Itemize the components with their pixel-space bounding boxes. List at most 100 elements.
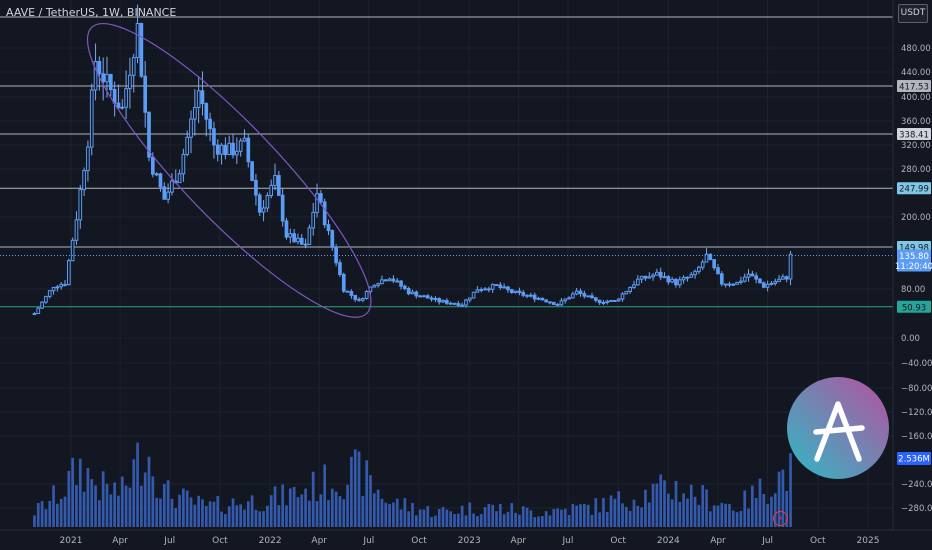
candle-body bbox=[681, 277, 686, 281]
volume-bar bbox=[770, 496, 773, 527]
volume-bar bbox=[308, 500, 311, 527]
x-tick-label: Jul bbox=[761, 536, 773, 546]
candle-body bbox=[727, 283, 732, 286]
candle-body bbox=[112, 88, 117, 104]
candle-body bbox=[723, 283, 728, 286]
volume-bar bbox=[56, 503, 59, 527]
candle-body bbox=[548, 301, 552, 304]
candle-body bbox=[586, 295, 590, 298]
candle-body bbox=[158, 173, 163, 188]
volume-bar bbox=[632, 499, 636, 527]
volume-bar bbox=[235, 505, 239, 527]
volume-bar bbox=[529, 510, 533, 527]
candle-body bbox=[700, 261, 705, 268]
volume-bar bbox=[693, 496, 697, 527]
y-tick-label: 440.00 bbox=[901, 68, 931, 78]
candle-body bbox=[189, 118, 193, 138]
volume-bar bbox=[319, 494, 323, 527]
candle-body bbox=[513, 290, 518, 294]
volume-bar bbox=[361, 495, 365, 527]
candle-body bbox=[464, 299, 468, 306]
candle-body bbox=[467, 297, 472, 301]
candle-body bbox=[162, 186, 167, 200]
horizontal-levels bbox=[0, 16, 893, 308]
volume-bar bbox=[63, 496, 67, 527]
candle-body bbox=[63, 283, 67, 286]
volume-bar bbox=[288, 488, 292, 527]
volume-bar bbox=[537, 516, 540, 527]
candle-body bbox=[200, 90, 205, 105]
candle-body bbox=[55, 286, 60, 289]
volume-bar bbox=[330, 488, 334, 527]
volume-bar bbox=[476, 516, 479, 527]
candle-body bbox=[78, 189, 83, 221]
candle-body bbox=[517, 290, 522, 294]
volume-bar bbox=[105, 483, 109, 527]
candle-body bbox=[150, 156, 155, 175]
candle-body bbox=[674, 278, 678, 286]
volume-bar bbox=[36, 503, 40, 527]
volume-bar bbox=[667, 493, 670, 527]
volume-bar bbox=[647, 502, 651, 527]
volume-bar bbox=[689, 484, 693, 527]
volume-bar bbox=[479, 514, 483, 527]
candle-body bbox=[632, 284, 636, 288]
candle-body bbox=[242, 137, 247, 142]
y-tick-label: −280.00 bbox=[901, 504, 932, 514]
volume-bar bbox=[735, 512, 739, 527]
candle-body bbox=[662, 276, 667, 279]
volume-bar bbox=[78, 458, 82, 527]
candle-body bbox=[750, 273, 755, 277]
y-tick-label: −120.00 bbox=[901, 408, 932, 418]
volume-bar bbox=[506, 511, 510, 527]
candle-body bbox=[330, 230, 335, 248]
time-axis[interactable]: 2021 Apr Jul Oct 2022 Apr Jul Oct 2023 Apr Jul Oct 2… bbox=[0, 529, 932, 546]
volume-bar bbox=[655, 483, 659, 527]
volume-bar bbox=[327, 500, 330, 527]
candle-body bbox=[746, 273, 751, 278]
volume-bar bbox=[395, 498, 399, 527]
candle-body bbox=[361, 297, 365, 301]
symbol-label[interactable]: AAVE / TetherUS, 1W, BINANCE bbox=[6, 6, 177, 19]
candle-body bbox=[697, 266, 701, 273]
volume-bar bbox=[304, 488, 307, 527]
volume-bar bbox=[590, 514, 594, 527]
volume-bar bbox=[670, 499, 674, 527]
volume-bar bbox=[483, 507, 487, 527]
volume-bar bbox=[747, 508, 750, 527]
volume-bar bbox=[266, 505, 269, 527]
candle-body bbox=[525, 294, 529, 297]
price-axis[interactable]: 480.00 440.00 400.00 360.00 320.00 280.00 200.… bbox=[892, 0, 932, 530]
candle-body bbox=[280, 194, 285, 222]
volume-bar bbox=[663, 480, 666, 527]
currency-button[interactable]: USDT bbox=[898, 4, 928, 23]
candle-body bbox=[635, 278, 640, 286]
volume-bar bbox=[52, 485, 55, 527]
x-tick-label: Jul bbox=[562, 536, 574, 546]
volume-bar bbox=[98, 500, 101, 527]
candle-body bbox=[731, 283, 736, 286]
volume-bar bbox=[514, 512, 517, 527]
candle-body bbox=[288, 233, 293, 238]
volume-bar bbox=[789, 453, 792, 527]
candle-body bbox=[590, 295, 594, 299]
lightning-icon[interactable]: ⚡ bbox=[773, 511, 788, 526]
candle-body bbox=[40, 301, 44, 309]
candle-body bbox=[128, 74, 132, 90]
volume-bar bbox=[128, 487, 132, 527]
volume-bar bbox=[380, 498, 384, 527]
candle-body bbox=[742, 276, 747, 282]
volume-bar bbox=[701, 485, 705, 527]
volume-bar bbox=[59, 498, 63, 527]
candle-body bbox=[784, 276, 789, 280]
candle-body bbox=[376, 283, 380, 286]
volume-bar bbox=[709, 511, 712, 527]
x-tick-label: 2024 bbox=[657, 536, 680, 546]
candle-body bbox=[567, 297, 571, 300]
candle-body bbox=[319, 193, 323, 203]
volume-bar bbox=[571, 503, 575, 527]
volume-bar bbox=[285, 505, 288, 527]
candle-body bbox=[299, 237, 304, 245]
volume-bar bbox=[621, 503, 624, 527]
